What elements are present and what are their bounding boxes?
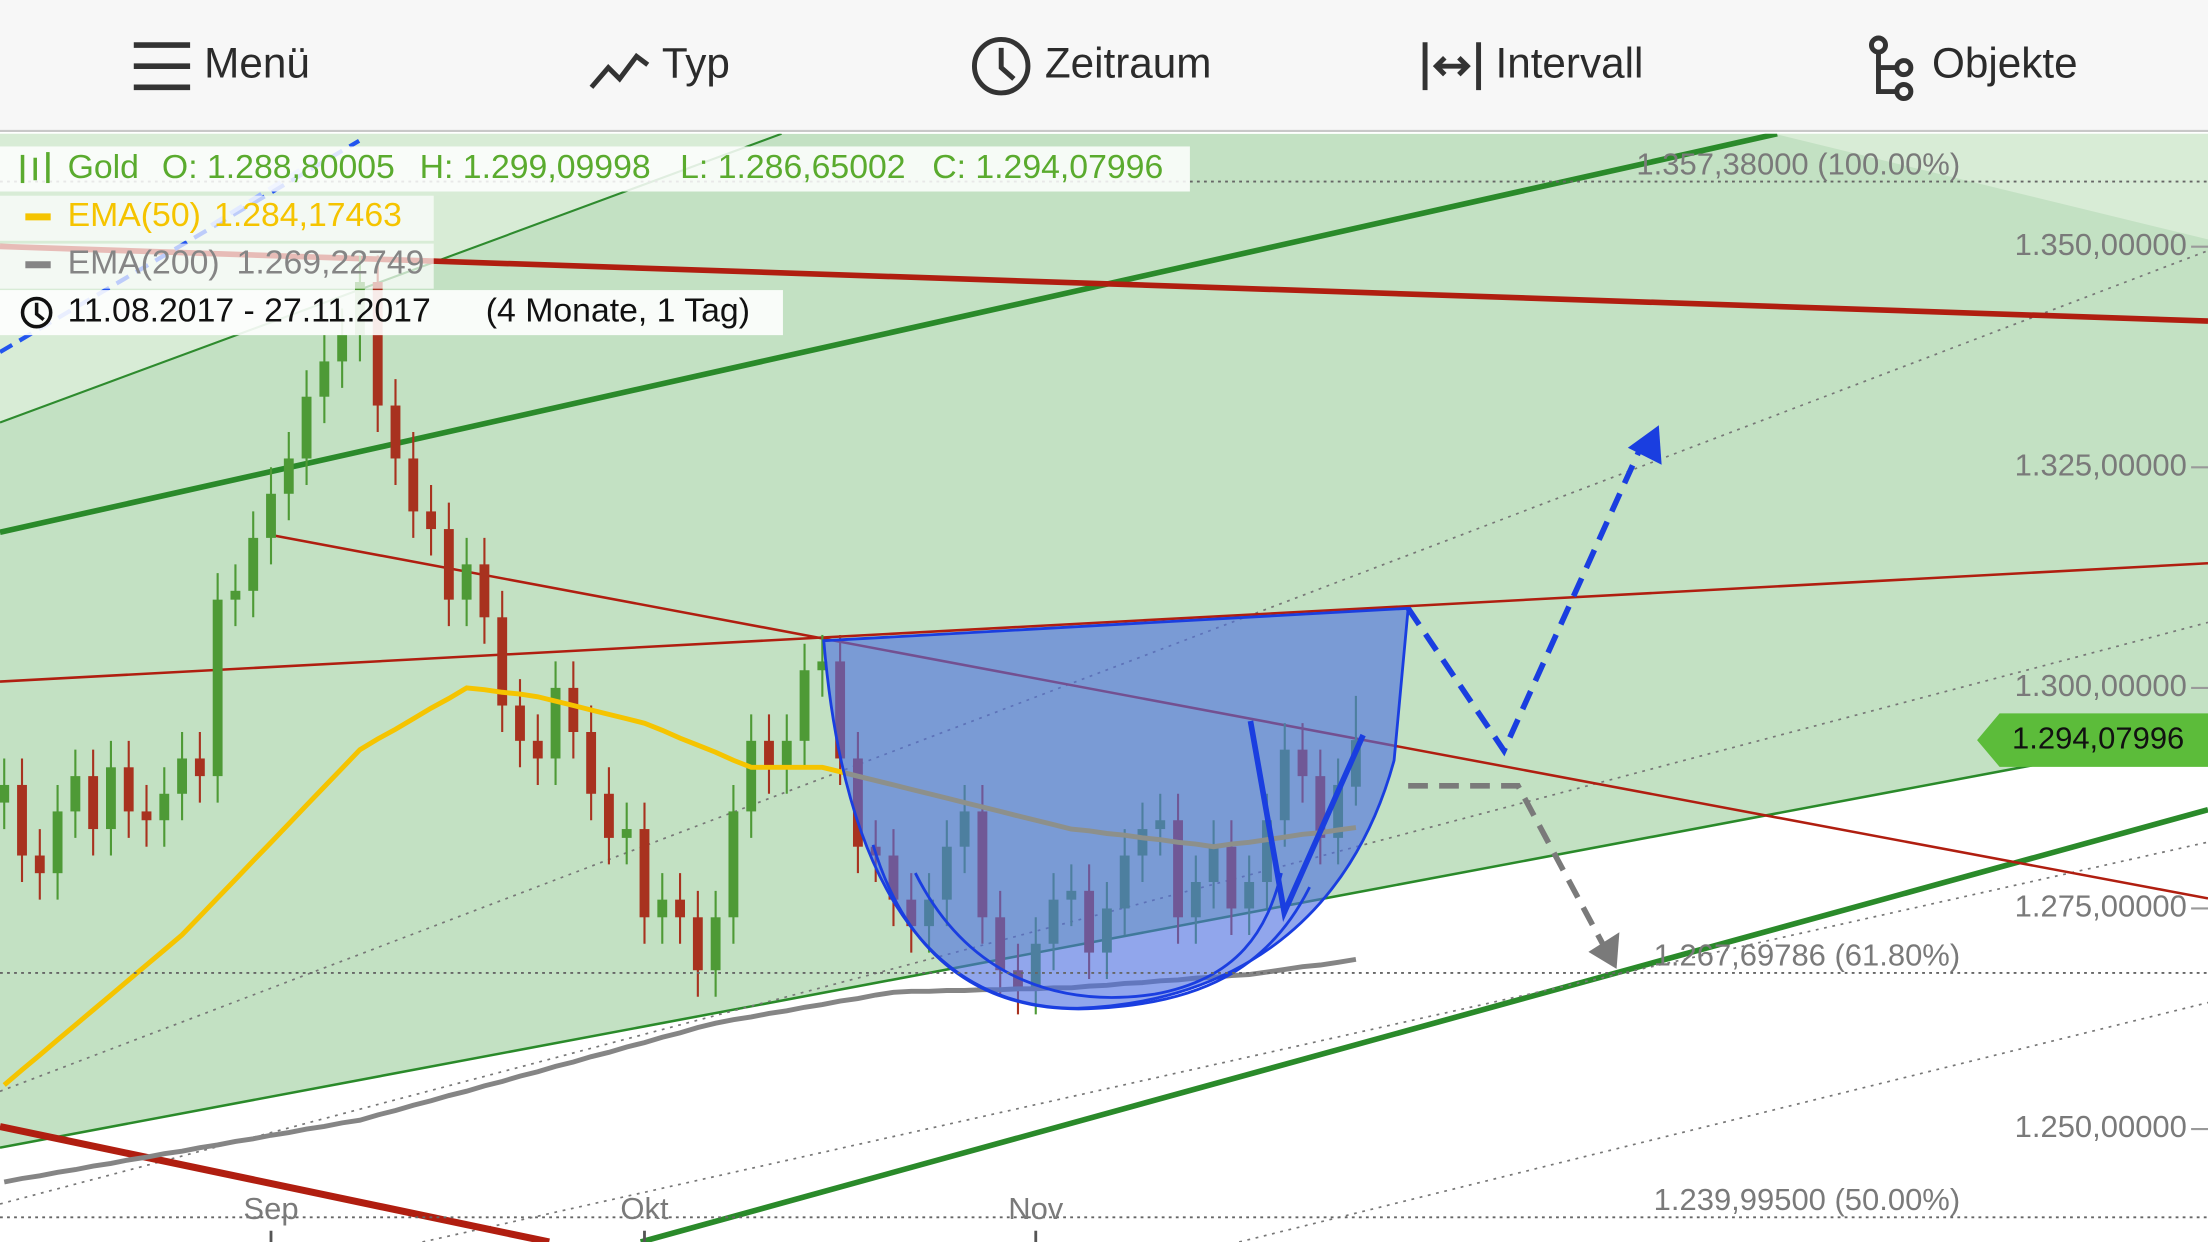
candle-body <box>746 740 757 812</box>
candle-body <box>621 829 632 838</box>
y-tick-label: 1.250,00000 <box>2015 1109 2187 1144</box>
candle-body <box>88 776 99 830</box>
date-range: 11.08.2017 - 27.11.2017 <box>68 292 431 330</box>
candle-body <box>123 767 134 812</box>
period-icon[interactable] <box>971 36 1031 96</box>
candle-body <box>212 599 223 777</box>
candle-body <box>568 687 579 733</box>
interval-label[interactable]: Intervall <box>1495 39 1643 86</box>
candle-body <box>70 776 81 812</box>
legend-value: 1.269,22749 <box>237 244 425 282</box>
legend-bg <box>0 195 434 241</box>
candle-body <box>283 458 294 494</box>
type-icon[interactable] <box>589 52 650 89</box>
candle-body <box>728 811 739 918</box>
interval-icon[interactable] <box>1422 42 1482 91</box>
candle-body <box>692 917 703 971</box>
y-tick-label: 1.300,00000 <box>2015 668 2187 703</box>
x-tick-label: Nov <box>1008 1191 1064 1226</box>
candle-body <box>532 740 543 759</box>
fib-label: 1.357,38000 (100.00%) <box>1636 146 1960 181</box>
candle-body <box>764 740 774 768</box>
candle-body <box>230 590 241 600</box>
candle-body <box>639 829 650 918</box>
candle-body <box>479 564 490 618</box>
candle-body <box>497 617 508 706</box>
instrument-name: Gold <box>68 148 139 186</box>
candle-body <box>0 784 10 803</box>
menu-button[interactable] <box>133 42 191 91</box>
candle-body <box>426 511 436 530</box>
candle-body <box>408 458 419 512</box>
y-tick-label: 1.275,00000 <box>2015 889 2187 924</box>
legend-value: 1.284,17463 <box>214 196 402 234</box>
candle-body <box>141 811 152 821</box>
candle-body <box>603 793 614 838</box>
candle-body <box>319 361 330 397</box>
candle-body <box>799 670 810 741</box>
price-tag <box>1977 713 2208 767</box>
fib-label: 1.239,99500 (50.00%) <box>1654 1182 1960 1217</box>
high-label: H: 1.299,09998 <box>420 148 651 186</box>
candle-body <box>248 537 259 591</box>
open-label: O: 1.288,80005 <box>162 148 395 186</box>
candle-body <box>159 793 170 821</box>
fib-label: 1.267,69786 (61.80%) <box>1654 938 1960 973</box>
y-tick-label: 1.325,00000 <box>2015 447 2187 482</box>
y-tick-label: 1.350,00000 <box>2015 227 2187 262</box>
candle-body <box>710 917 721 971</box>
x-tick-label: Sep <box>243 1191 298 1226</box>
menu-label[interactable]: Menü <box>204 39 310 86</box>
candle-body <box>443 529 454 600</box>
candle-body <box>17 784 27 856</box>
period-label[interactable]: Zeitraum <box>1045 39 1212 86</box>
legend-name: EMA(50) <box>68 196 201 234</box>
candle-body <box>372 282 383 406</box>
legend-bg <box>0 243 434 289</box>
low-label: L: 1.286,65002 <box>680 148 905 186</box>
ema-legend: EMA(50) 1.284,17463 EMA(200) 1.269,22749 <box>25 196 424 282</box>
x-tick-label: Okt <box>620 1191 669 1226</box>
ohlc-icon <box>20 152 50 184</box>
candle-body <box>515 705 525 741</box>
candle-body <box>52 811 63 874</box>
candle-body <box>657 899 668 918</box>
type-label[interactable]: Typ <box>662 39 730 86</box>
candle-body <box>817 661 828 671</box>
candle-body <box>301 396 312 459</box>
toolbar <box>0 0 2208 131</box>
candle-body <box>390 405 401 459</box>
legend-bg <box>0 290 783 336</box>
clock-icon <box>20 296 53 329</box>
legend-bg <box>0 146 1190 192</box>
candle-body <box>194 758 205 777</box>
pattern-drawings <box>822 425 1662 1011</box>
legend-name: EMA(200) <box>68 244 220 282</box>
candle-body <box>266 493 276 538</box>
objects-label[interactable]: Objekte <box>1932 39 2078 86</box>
candle-body <box>34 855 45 874</box>
objects-icon[interactable] <box>1868 35 1914 102</box>
candle-body <box>586 732 597 794</box>
axes: 1.250,00000 1.275,00000 1.300,00000 1.325,0… <box>0 146 2208 1242</box>
candle-body <box>177 758 188 794</box>
candle-body <box>461 564 472 600</box>
duration: (4 Monate, 1 Tag) <box>486 292 750 330</box>
candle-body <box>781 740 792 768</box>
candle-body <box>550 687 561 759</box>
candle-body <box>106 767 116 830</box>
candle-body <box>675 899 685 918</box>
close-label: C: 1.294,07996 <box>932 148 1163 186</box>
price-tag-label: 1.294,07996 <box>2012 720 2184 755</box>
candle-body <box>337 334 348 362</box>
